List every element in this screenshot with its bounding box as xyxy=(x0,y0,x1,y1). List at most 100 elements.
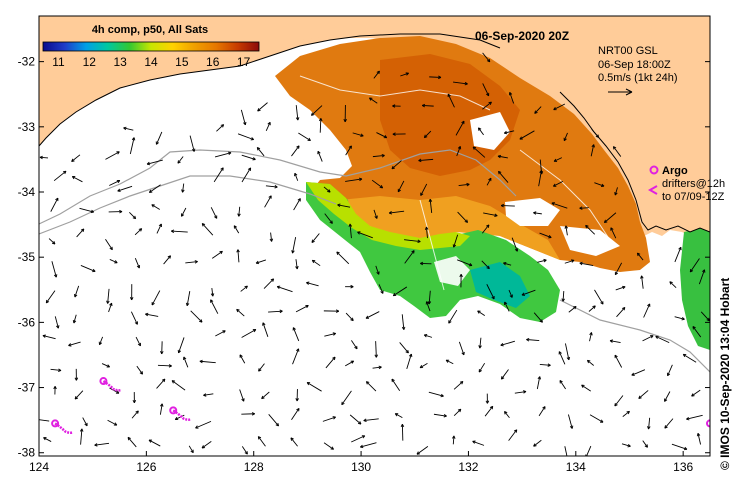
current-arrow xyxy=(292,348,300,365)
current-arrow xyxy=(39,418,50,422)
current-arrow xyxy=(317,150,323,162)
current-arrow xyxy=(536,376,542,390)
current-arrow xyxy=(429,75,442,80)
current-arrow xyxy=(482,52,491,63)
current-arrow xyxy=(239,354,246,364)
current-arrow xyxy=(74,285,80,298)
current-arrow xyxy=(45,290,56,304)
current-arrow xyxy=(295,304,309,313)
current-arrow xyxy=(614,395,624,407)
colorbar-tick-label: 13 xyxy=(113,55,127,69)
current-arrow xyxy=(348,223,353,239)
current-arrow xyxy=(452,234,459,248)
current-arrow xyxy=(482,101,492,110)
current-arrow xyxy=(298,132,311,142)
current-arrow xyxy=(236,249,240,263)
current-arrow xyxy=(241,167,252,183)
current-arrow xyxy=(563,132,568,142)
current-arrow xyxy=(241,446,248,455)
current-arrow xyxy=(68,341,81,347)
current-arrow xyxy=(129,284,134,301)
current-arrow xyxy=(145,312,159,317)
current-arrow xyxy=(262,322,269,337)
x-tick-label: 126 xyxy=(136,460,156,474)
current-arrow xyxy=(258,363,265,372)
current-arrow xyxy=(526,337,540,342)
current-arrow xyxy=(504,411,510,419)
current-arrow xyxy=(39,155,49,160)
current-arrow xyxy=(640,275,644,289)
current-arrow xyxy=(427,290,432,305)
current-arrow xyxy=(400,72,409,77)
current-arrow xyxy=(401,314,406,330)
current-arrow xyxy=(322,416,336,422)
current-arrow xyxy=(457,211,469,223)
current-arrow xyxy=(631,369,646,376)
current-arrow xyxy=(622,410,630,417)
current-arrow xyxy=(458,182,470,187)
current-arrow xyxy=(538,406,546,417)
current-arrow xyxy=(689,258,700,273)
sst-yellow-band xyxy=(306,182,470,250)
current-arrow xyxy=(199,359,216,364)
bathymetry-contour-2000m xyxy=(39,175,337,235)
current-arrow xyxy=(428,198,433,214)
x-axis-ticks: 124 126 128 130 132 134 136 xyxy=(29,451,693,474)
current-arrow xyxy=(109,387,120,394)
current-arrow xyxy=(610,227,617,239)
current-arrow xyxy=(564,446,568,456)
current-arrow xyxy=(237,133,255,141)
current-arrow xyxy=(135,336,141,347)
current-arrow xyxy=(53,386,57,395)
current-arrow xyxy=(674,316,685,321)
argo-label: Argo xyxy=(662,165,688,177)
current-arrow xyxy=(485,393,490,404)
current-arrow xyxy=(594,182,605,188)
current-arrow xyxy=(82,417,88,427)
current-arrow xyxy=(131,410,139,419)
coastline xyxy=(39,33,501,147)
current-arrow xyxy=(105,151,120,160)
current-arrow xyxy=(240,109,247,126)
current-arrow xyxy=(404,239,421,244)
current-arrow xyxy=(400,423,405,441)
current-arrow xyxy=(291,145,300,157)
current-arrow xyxy=(311,233,320,243)
current-arrow xyxy=(241,329,257,338)
current-arrow xyxy=(588,305,596,312)
cloud-gap-1 xyxy=(470,112,510,150)
y-tick-label: -34 xyxy=(18,185,36,199)
current-arrow xyxy=(552,181,564,187)
scale-arrow-icon xyxy=(608,88,633,96)
current-arrow xyxy=(564,225,568,236)
drifter-point xyxy=(51,419,60,428)
current-arrow xyxy=(504,301,510,312)
current-arrow xyxy=(127,436,137,448)
current-arrow xyxy=(129,211,137,220)
current-arrow xyxy=(160,341,164,355)
current-arrow xyxy=(240,285,248,292)
sst-isotherm-3 xyxy=(519,149,611,241)
drifters-label-1: drifters@12h xyxy=(662,178,725,190)
current-arrow xyxy=(324,332,337,337)
current-arrow xyxy=(290,437,298,447)
current-arrow xyxy=(669,281,677,289)
current-arrow xyxy=(373,209,378,219)
current-arrow xyxy=(136,365,144,375)
drifter-tracks xyxy=(51,377,710,434)
current-arrow xyxy=(345,312,354,322)
current-arrow xyxy=(50,197,59,212)
current-arrow xyxy=(452,435,456,445)
current-arrow xyxy=(420,183,428,196)
current-arrow xyxy=(372,365,382,370)
imos-credit: © IMOS 10-Sep-2020 13:04 Hobart xyxy=(718,277,732,470)
current-arrow xyxy=(500,369,509,380)
current-arrow xyxy=(514,390,527,394)
current-arrow xyxy=(500,340,516,347)
current-arrow xyxy=(558,351,566,365)
current-arrow xyxy=(376,132,388,139)
current-arrow xyxy=(343,104,347,123)
current-arrow xyxy=(337,203,351,208)
current-arrow xyxy=(357,231,373,239)
bathymetry-contour-east xyxy=(559,299,710,373)
